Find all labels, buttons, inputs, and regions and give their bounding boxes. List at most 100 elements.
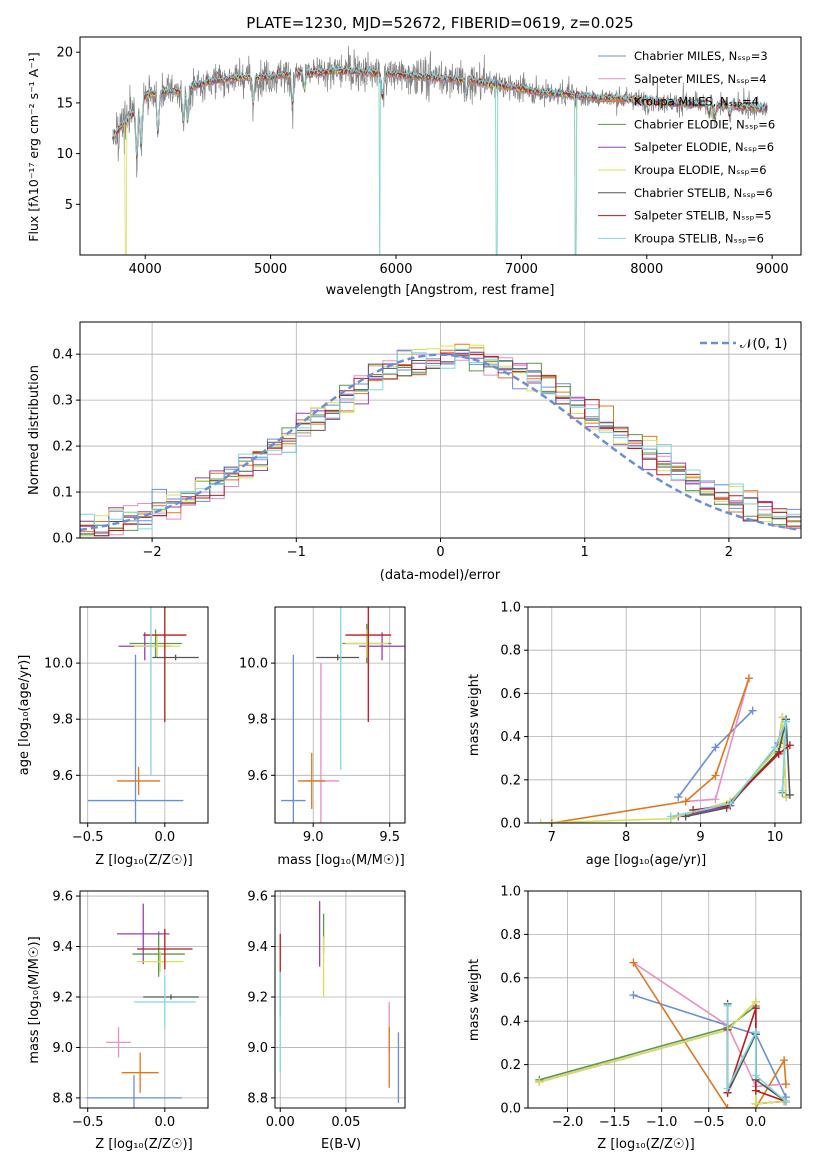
plot-area bbox=[112, 45, 768, 255]
axes-frame bbox=[527, 606, 802, 824]
plot-area bbox=[279, 901, 400, 1103]
mass-weight-point-marker bbox=[689, 806, 698, 815]
observed-spectrum-line bbox=[112, 45, 768, 178]
x-tick-label: 0.05 bbox=[331, 1115, 360, 1130]
y-tick-label: 0.0 bbox=[500, 1102, 521, 1117]
y-tick-label: 9.6 bbox=[52, 890, 73, 905]
mass-weight-point-marker bbox=[711, 795, 720, 804]
y-tick-label: 0.2 bbox=[52, 440, 73, 455]
y-tick-label: 9.8 bbox=[247, 713, 268, 728]
normal-distribution-curve bbox=[80, 353, 799, 532]
mass-weight-series-line bbox=[632, 961, 786, 1088]
mass-weight-point-marker bbox=[751, 1004, 760, 1013]
spectrum-ylabel: Flux [fλ10⁻¹⁷ erg cm⁻² s⁻¹ A⁻¹] bbox=[26, 52, 41, 241]
y-tick-label: 0.6 bbox=[500, 971, 521, 986]
mass-weight-point-marker bbox=[629, 958, 638, 967]
weight-z-ylabel: mass weight bbox=[467, 959, 482, 1041]
weight-z-xlabel: Z [log₁₀(Z/Z☉)] bbox=[597, 1137, 694, 1152]
x-tick-label: 8 bbox=[622, 830, 630, 845]
y-tick-label: 8.8 bbox=[247, 1091, 268, 1106]
mass-weight-point-marker bbox=[751, 1071, 760, 1080]
mass-weight-point-marker bbox=[547, 819, 556, 823]
mass-weight-series-line bbox=[685, 678, 750, 803]
mass-weight-point-marker bbox=[711, 743, 720, 752]
axes-frame bbox=[79, 606, 209, 824]
y-tick-label: 10 bbox=[56, 147, 73, 162]
age-mass-xlabel: mass [log₁₀(M/M☉)] bbox=[277, 853, 404, 868]
axes-frame bbox=[274, 890, 406, 1109]
legend-label: Kroupa MILES, Nₛₛₚ=4 bbox=[634, 95, 759, 109]
y-tick-label: 9.4 bbox=[52, 940, 73, 955]
x-tick-label: 4000 bbox=[129, 262, 162, 277]
mass-weight-point-marker bbox=[726, 799, 735, 808]
mass-weight-point-marker bbox=[751, 1086, 760, 1095]
y-tick-label: 1.0 bbox=[500, 601, 521, 616]
mass-weight-point-marker bbox=[785, 790, 794, 799]
residuals-xlabel: (data-model)/error bbox=[380, 568, 501, 583]
x-tick-label: 7000 bbox=[505, 262, 538, 277]
y-tick-label: 0.8 bbox=[500, 644, 521, 659]
x-tick-label: −2 bbox=[143, 545, 162, 560]
legend-label: Chabrier STELIB, Nₛₛₚ=6 bbox=[634, 186, 773, 200]
y-tick-label: 0.6 bbox=[500, 687, 521, 702]
legend-label: Chabrier ELODIE, Nₛₛₚ=6 bbox=[634, 117, 775, 131]
mass-weight-series-line bbox=[632, 962, 787, 1108]
mass-weight-point-marker bbox=[711, 771, 720, 780]
legend-label: Salpeter STELIB, Nₛₛₚ=5 bbox=[634, 209, 772, 223]
age-vs-mass-panel: 9.0 9.5 9.6 9.8 10.0 bbox=[239, 606, 406, 845]
mass-weight-point-marker bbox=[723, 1002, 732, 1011]
residual-histogram-line bbox=[80, 348, 801, 530]
x-tick-label: 0.0 bbox=[154, 830, 175, 845]
mass-weight-point-marker bbox=[744, 674, 753, 683]
mass-weight-point-marker bbox=[666, 812, 675, 821]
y-tick-label: 15 bbox=[56, 96, 73, 111]
x-tick-label: 0.0 bbox=[154, 1115, 175, 1130]
x-tick-label: −0.5 bbox=[72, 830, 104, 845]
x-tick-label: −0.5 bbox=[72, 1115, 104, 1130]
spectrum-xlabel: wavelength [Angstrom, rest frame] bbox=[326, 283, 555, 298]
legend-label: Chabrier MILES, Nₛₛₚ=3 bbox=[634, 49, 768, 63]
y-tick-label: 9.2 bbox=[52, 990, 73, 1005]
mass-weight-point-marker bbox=[751, 1028, 760, 1037]
x-tick-label: 5000 bbox=[254, 262, 287, 277]
x-tick-label: 8000 bbox=[630, 262, 663, 277]
x-tick-label: 9 bbox=[696, 830, 704, 845]
weight-age-ylabel: mass weight bbox=[467, 674, 482, 756]
mass-z-xlabel: Z [log₁₀(Z/Z☉)] bbox=[95, 1137, 192, 1152]
axes-frame bbox=[274, 606, 406, 824]
y-tick-label: 0.4 bbox=[500, 730, 521, 745]
mass-weight-vs-metallicity-panel: −2.0 −1.5 −1.0 −0.5 0.0 0.0 0.2 0.4 0.6 0.8 1.0 bbox=[500, 885, 802, 1130]
plot-area bbox=[87, 607, 199, 823]
y-tick-label: 9.8 bbox=[52, 713, 73, 728]
mass-weight-point-marker bbox=[536, 819, 545, 823]
x-tick-label: −1.5 bbox=[599, 1115, 631, 1130]
y-tick-label: 0.3 bbox=[52, 394, 73, 409]
axes-frame bbox=[79, 890, 209, 1109]
weight-age-xlabel: age [log₁₀(age/yr)] bbox=[586, 853, 707, 868]
mass-ebv-xlabel: E(B-V) bbox=[321, 1137, 361, 1152]
y-tick-label: 9.0 bbox=[247, 1041, 268, 1056]
mass-vs-extinction-panel: 0.00 0.05 8.8 9.0 9.2 9.4 9.6 bbox=[247, 890, 406, 1130]
plot-area bbox=[536, 674, 794, 823]
mass-weight-vs-age-panel: 7 8 9 10 0.0 0.2 0.4 0.6 0.8 1.0 bbox=[500, 601, 802, 845]
plot-area bbox=[86, 903, 199, 1108]
x-tick-label: 1 bbox=[581, 545, 589, 560]
residuals-ylabel: Normed distribution bbox=[27, 365, 42, 495]
axes-frame bbox=[79, 321, 802, 539]
axes-frame bbox=[79, 36, 802, 256]
x-tick-label: −2.0 bbox=[552, 1115, 584, 1130]
x-tick-label: 7 bbox=[548, 830, 556, 845]
age-z-xlabel: Z [log₁₀(Z/Z☉)] bbox=[95, 853, 192, 868]
x-tick-label: −1 bbox=[287, 545, 306, 560]
y-tick-label: 0.0 bbox=[52, 532, 73, 547]
mass-vs-metallicity-panel: −0.5 0.0 8.8 9.0 9.2 9.4 9.6 bbox=[52, 890, 209, 1130]
mass-weight-point-marker bbox=[781, 1097, 790, 1106]
mass-weight-point-marker bbox=[774, 749, 783, 758]
y-tick-label: 0.1 bbox=[52, 486, 73, 501]
x-tick-label: −0.5 bbox=[693, 1115, 725, 1130]
mass-weight-point-marker bbox=[681, 797, 690, 806]
mass-weight-point-marker bbox=[770, 743, 779, 752]
mass-weight-series-line bbox=[551, 678, 750, 823]
y-tick-label: 0.8 bbox=[500, 928, 521, 943]
